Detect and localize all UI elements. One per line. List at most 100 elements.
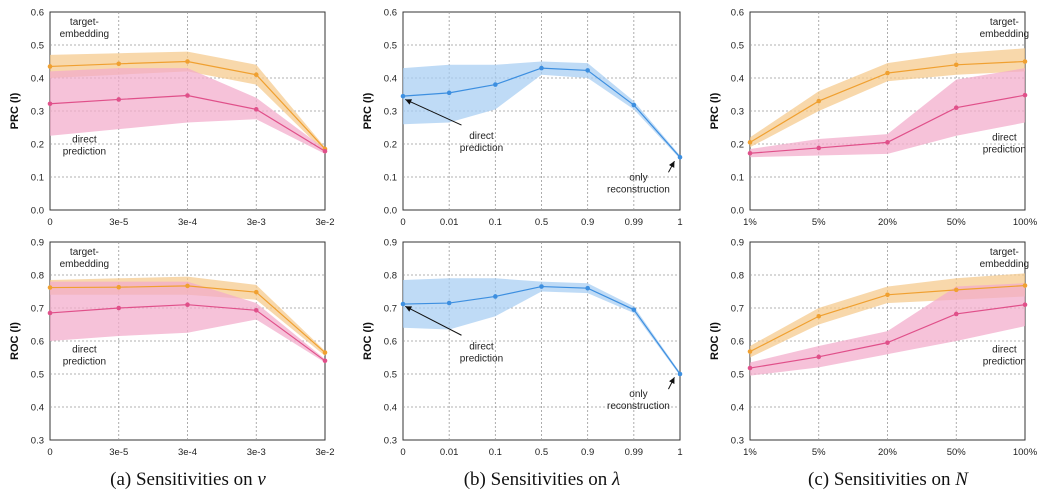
x-tick-label: 3e-3 (247, 217, 266, 228)
y-tick-label: 0.4 (731, 403, 744, 414)
annotation-line: direct (992, 133, 1017, 144)
annotation-line: prediction (460, 353, 503, 364)
data-point (446, 300, 452, 306)
x-tick-label: 0.01 (440, 447, 459, 458)
annotation-text: direct prediction (63, 134, 106, 157)
y-tick-label: 0.5 (384, 370, 397, 381)
data-point (47, 101, 53, 107)
y-tick-label: 0.7 (384, 304, 397, 315)
y-tick-label: 0.1 (31, 173, 44, 184)
annotation-line: target- (70, 247, 99, 258)
y-tick-label: 0.8 (384, 271, 397, 282)
annotation-arrowhead (669, 377, 675, 385)
annotation-line: direct (72, 134, 97, 145)
annotation-text: direct prediction (460, 341, 503, 364)
y-tick-label: 0.5 (384, 41, 397, 52)
y-tick-label: 0.5 (731, 370, 744, 381)
x-tick-label: 3e-2 (315, 447, 334, 458)
x-tick-label: 50% (947, 217, 967, 228)
y-tick-label: 0.2 (384, 140, 397, 151)
annotation-line: prediction (63, 357, 106, 368)
x-tick-label: 0.99 (625, 447, 644, 458)
data-point (1022, 283, 1028, 288)
x-tick-label: 0.1 (489, 217, 502, 228)
annotation-line: prediction (460, 143, 503, 154)
x-tick-label: 1 (677, 447, 682, 458)
y-tick-label: 0.6 (384, 8, 397, 19)
annotation-arrowhead (405, 306, 413, 312)
x-tick-label: 0 (47, 217, 52, 228)
x-tick-label: 0.1 (489, 447, 502, 458)
charts-layer: 0.0 0.1 0.2 0.3 0.4 0.5 0.6 0 3e-5 3e-4 3e-3 3e-2 PR… (9, 8, 1038, 459)
data-point (747, 150, 753, 156)
y-tick-label: 0.4 (31, 74, 44, 85)
annotation-arrowhead (668, 161, 675, 168)
y-tick-label: 0.3 (384, 107, 397, 118)
y-tick-label: 0.3 (731, 436, 744, 447)
confidence-band-1 (750, 68, 1025, 158)
data-point (885, 140, 890, 145)
y-axis-label: PRC (I) (362, 92, 374, 129)
y-tick-label: 0.3 (731, 107, 744, 118)
data-point (116, 97, 122, 102)
y-tick-label: 0.4 (31, 403, 44, 414)
data-point (47, 310, 53, 316)
confidence-band-0 (403, 61, 680, 159)
y-tick-label: 0.4 (384, 403, 397, 414)
data-point (539, 284, 544, 289)
annotation-line: embedding (60, 29, 109, 40)
annotation-line: target- (70, 17, 99, 28)
data-point (1022, 302, 1028, 308)
annotation-line: embedding (980, 29, 1029, 40)
annotation-text: direct prediction (983, 345, 1026, 368)
x-tick-label: 50% (947, 447, 967, 458)
annotation-text: direct prediction (63, 345, 106, 368)
x-tick-label: 100% (1013, 217, 1038, 228)
y-tick-label: 0.7 (731, 304, 744, 315)
x-tick-label: 3e-4 (178, 217, 197, 228)
data-point (185, 59, 190, 64)
y-tick-label: 0.6 (31, 337, 44, 348)
annotation-arrow (405, 305, 462, 336)
data-point (185, 283, 190, 289)
data-point (253, 107, 259, 112)
y-tick-label: 0.5 (31, 370, 44, 381)
data-point (885, 292, 890, 298)
annotation-text: only reconstruction (607, 389, 670, 412)
y-tick-label: 0.6 (731, 337, 744, 348)
y-tick-label: 0.9 (31, 238, 44, 249)
x-tick-label: 0 (47, 447, 52, 458)
data-point (953, 105, 959, 110)
data-point (677, 371, 683, 377)
data-point (253, 308, 259, 313)
y-axis-label: PRC (I) (9, 92, 21, 129)
annotation-text: target-embedding (980, 247, 1029, 270)
y-tick-label: 0.0 (731, 206, 744, 217)
x-tick-label: 0.9 (581, 447, 594, 458)
y-axis-label: ROC (I) (9, 322, 21, 360)
data-point (1022, 59, 1028, 64)
x-tick-label: 3e-5 (109, 447, 128, 458)
data-point (953, 311, 959, 317)
chart-c-roc: 0.3 0.4 0.5 0.6 0.7 0.8 0.9 1% 5% 20% 50% 100% ROC (… (709, 238, 1038, 459)
y-tick-label: 0.5 (731, 41, 744, 52)
data-point (322, 358, 328, 364)
annotation-line: prediction (983, 357, 1026, 368)
y-tick-label: 0.7 (31, 304, 44, 315)
x-tick-label: 3e-2 (315, 217, 334, 228)
x-tick-label: 20% (878, 217, 898, 228)
y-tick-label: 0.3 (31, 436, 44, 447)
data-point (953, 287, 959, 293)
y-axis-label: ROC (I) (709, 322, 721, 360)
y-tick-label: 0.9 (384, 238, 397, 249)
y-tick-label: 0.4 (384, 74, 397, 85)
data-point (816, 313, 822, 319)
x-tick-label: 100% (1013, 447, 1038, 458)
annotation-text: only reconstruction (607, 172, 670, 195)
x-tick-label: 1% (743, 217, 757, 228)
annotation-text: target-embedding (60, 17, 109, 40)
annotation-line: embedding (60, 259, 109, 270)
y-tick-label: 0.1 (384, 173, 397, 184)
data-point (585, 285, 590, 291)
data-point (116, 284, 122, 290)
